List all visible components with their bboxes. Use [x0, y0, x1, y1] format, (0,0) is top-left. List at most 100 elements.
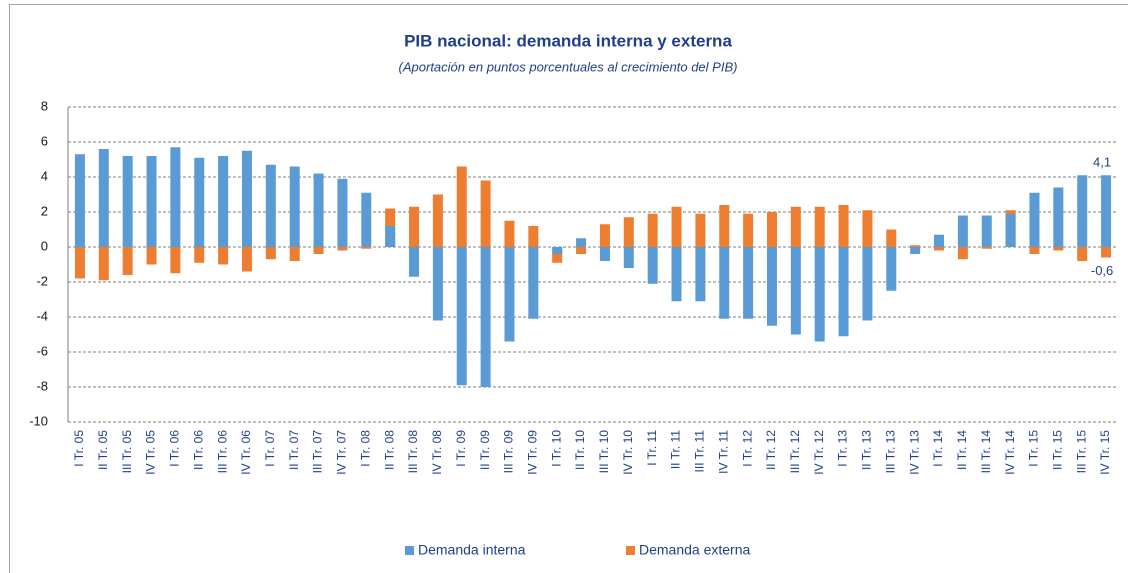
- y-tick-label: 6: [41, 133, 48, 148]
- bar: [409, 206, 420, 247]
- bar: [671, 206, 682, 247]
- bar: [766, 247, 777, 326]
- x-tick-label: II Tr. 12: [764, 430, 778, 470]
- bar: [409, 247, 420, 277]
- y-tick-label: -8: [36, 378, 48, 393]
- bar: [552, 247, 563, 254]
- x-tick-label: II Tr. 05: [96, 430, 110, 470]
- x-tick-label: IV Tr. 13: [907, 430, 921, 475]
- bar: [647, 213, 658, 247]
- x-tick-label: II Tr. 13: [860, 430, 874, 470]
- bar: [289, 247, 300, 261]
- x-tick-label: IV Tr. 14: [1003, 430, 1017, 475]
- x-tick-label: III Tr. 10: [597, 430, 611, 474]
- bar: [528, 226, 539, 247]
- y-tick-label: 2: [41, 203, 48, 218]
- x-tick-label: I Tr. 08: [358, 430, 372, 467]
- bar: [265, 247, 276, 260]
- bar: [838, 247, 849, 337]
- x-tick-label: II Tr. 09: [478, 430, 492, 470]
- x-tick-label: I Tr. 07: [263, 430, 277, 467]
- bar: [241, 247, 252, 272]
- bar: [146, 247, 157, 265]
- bar: [910, 247, 921, 254]
- bar: [695, 247, 706, 302]
- x-tick-label: III Tr. 13: [883, 430, 897, 474]
- bar: [647, 247, 658, 284]
- x-tick-label: III Tr. 07: [311, 430, 325, 474]
- x-tick-label: I Tr. 14: [931, 430, 945, 467]
- bar: [671, 247, 682, 302]
- bar: [910, 245, 921, 247]
- bar: [957, 215, 968, 247]
- bar: [170, 247, 181, 274]
- x-tick-label: II Tr. 10: [573, 430, 587, 470]
- bar: [981, 247, 992, 249]
- bar: [289, 166, 300, 247]
- bar: [218, 156, 229, 247]
- bar: [552, 247, 563, 263]
- x-tick-label: IV Tr. 09: [526, 430, 540, 475]
- bar: [504, 247, 515, 342]
- x-tick-label: III Tr. 15: [1074, 430, 1088, 474]
- bar: [743, 247, 754, 319]
- bar: [194, 247, 205, 263]
- bar: [886, 229, 897, 247]
- x-tick-label: IV Tr. 05: [144, 430, 158, 475]
- chart-subtitle: (Aportación en puntos porcentuales al cr…: [399, 59, 738, 74]
- y-tick-label: -10: [29, 413, 48, 428]
- x-tick-label: IV Tr. 06: [239, 430, 253, 475]
- x-tick-label: I Tr. 06: [168, 430, 182, 467]
- bar: [623, 247, 634, 268]
- bar: [432, 194, 443, 247]
- bar: [218, 247, 229, 265]
- x-tick-label: III Tr. 14: [979, 430, 993, 474]
- bar: [432, 247, 443, 321]
- bar: [862, 247, 873, 321]
- bar: [361, 247, 372, 249]
- x-tick-label: II Tr. 15: [1051, 430, 1065, 470]
- bar: [337, 178, 348, 247]
- x-tick-label: IV Tr. 11: [716, 430, 730, 474]
- bar: [934, 247, 945, 251]
- y-tick-label: 8: [41, 98, 48, 113]
- bar: [790, 206, 801, 247]
- legend-label: Demanda interna: [418, 542, 526, 558]
- bar: [98, 247, 109, 281]
- x-tick-label: III Tr. 06: [215, 430, 229, 474]
- bar: [74, 247, 85, 279]
- legend-swatch: [626, 546, 635, 555]
- bar: [957, 247, 968, 260]
- bar: [504, 220, 515, 247]
- bar: [1029, 247, 1040, 254]
- bar: [1053, 187, 1064, 247]
- bar: [599, 247, 610, 261]
- legend-label: Demanda externa: [639, 542, 751, 558]
- bar: [337, 247, 348, 251]
- bar: [838, 205, 849, 247]
- x-tick-label: II Tr. 08: [382, 430, 396, 470]
- x-tick-label: III Tr. 11: [693, 430, 707, 473]
- bar: [122, 247, 133, 275]
- bar: [695, 213, 706, 247]
- bar: [719, 247, 730, 319]
- bar: [194, 157, 205, 247]
- bar: [814, 247, 825, 342]
- bar: [361, 192, 372, 247]
- x-tick-label: I Tr. 11: [645, 430, 659, 466]
- x-tick-label: I Tr. 15: [1027, 430, 1041, 467]
- bar: [1053, 247, 1064, 251]
- y-tick-label: 0: [41, 238, 48, 253]
- bar: [480, 180, 491, 247]
- x-tick-label: IV Tr. 15: [1098, 430, 1112, 475]
- bar: [599, 224, 610, 247]
- x-tick-label: IV Tr. 10: [621, 430, 635, 475]
- bar: [576, 238, 587, 247]
- bar: [623, 217, 634, 247]
- x-tick-label: III Tr. 12: [788, 430, 802, 474]
- bar: [122, 156, 133, 247]
- x-tick-label: IV Tr. 07: [335, 430, 349, 475]
- bar: [241, 150, 252, 247]
- bar: [480, 247, 491, 387]
